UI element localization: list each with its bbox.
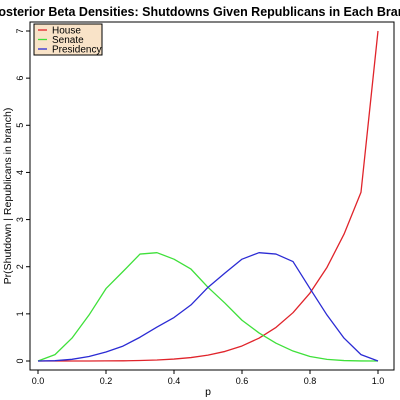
series-line-senate xyxy=(37,252,379,362)
legend-label-house: House xyxy=(52,26,81,37)
legend-label-presidency: Presidency xyxy=(52,45,101,56)
x-tick-label: 1.0 xyxy=(372,376,385,386)
y-tick-label: 1 xyxy=(15,311,25,316)
series-layer xyxy=(37,30,379,362)
y-tick-label: 3 xyxy=(15,217,25,222)
legend-label-senate: Senate xyxy=(52,35,84,46)
x-axis: 0.0 0.2 0.4 0.6 0.8 1.0 xyxy=(32,370,385,386)
series-line-presidency xyxy=(37,252,379,362)
plot-frame xyxy=(29,21,395,371)
chart-title: Posterior Beta Densities: Shutdowns Give… xyxy=(0,5,400,19)
y-tick-label: 5 xyxy=(15,123,25,128)
x-axis-label: p xyxy=(205,386,211,398)
y-tick-label: 2 xyxy=(15,264,25,269)
series-line-house xyxy=(38,30,379,362)
y-tick-label: 6 xyxy=(15,76,25,81)
x-tick-label: 0.4 xyxy=(168,376,181,386)
x-tick-label: 0.0 xyxy=(32,376,45,386)
x-tick-label: 0.6 xyxy=(236,376,249,386)
y-tick-label: 7 xyxy=(15,28,25,33)
x-tick-label: 0.8 xyxy=(304,376,317,386)
x-tick-label: 0.2 xyxy=(100,376,113,386)
y-tick-label: 4 xyxy=(15,170,25,175)
y-tick-label: 0 xyxy=(15,358,25,363)
y-axis: 0 1 2 3 4 5 6 7 xyxy=(15,28,30,364)
y-axis-label: Pr(Shutdown | Republicans in branch) xyxy=(2,108,14,285)
